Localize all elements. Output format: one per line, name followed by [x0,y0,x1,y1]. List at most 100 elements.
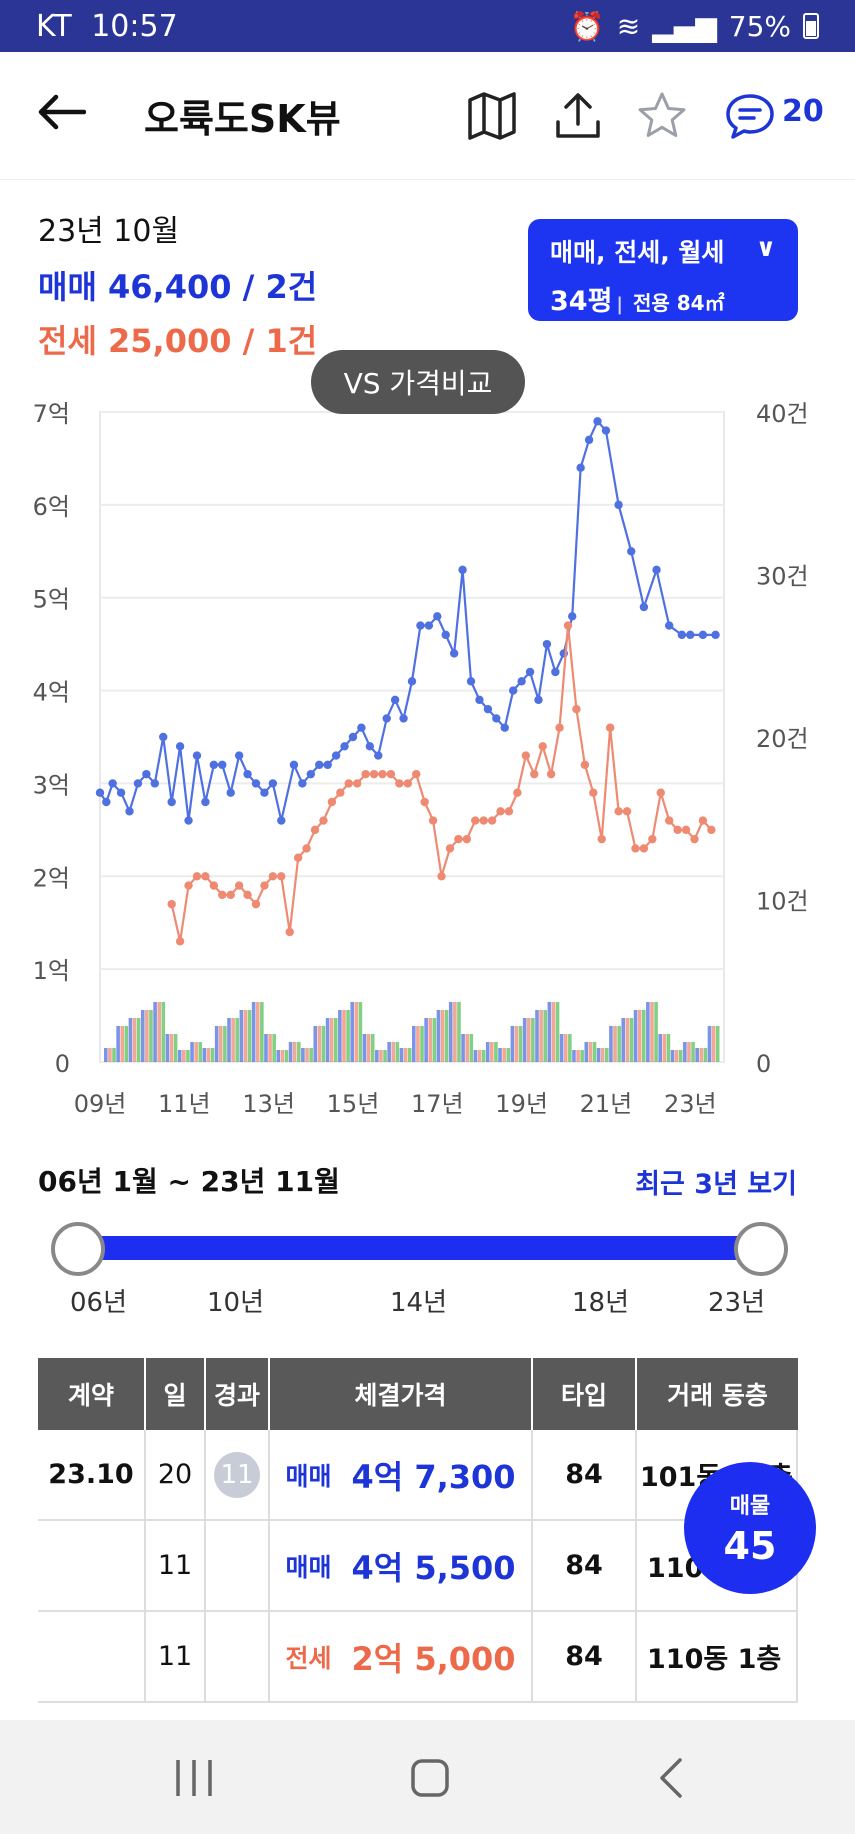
vs-compare-button[interactable]: VS 가격비교 [311,350,525,414]
volume-bar [182,1050,186,1062]
sale-point [584,435,594,445]
volume-bar [440,1010,445,1062]
sale-point [184,816,193,825]
volume-bar [112,1048,116,1062]
volume-bar [350,1002,354,1062]
sale-point [475,695,484,705]
x-tick-label: 23년 [664,1090,717,1118]
volume-bar [551,1002,556,1062]
volume-bar [255,1002,260,1062]
volume-bar [588,1042,593,1062]
sale-point [390,695,400,705]
volume-bar [572,1050,576,1062]
volume-bar [494,1042,498,1062]
elapsed-cell: 11 [206,1430,270,1519]
elapsed-badge: 11 [214,1451,260,1498]
jeonse-point [597,834,606,844]
jeonse-point [412,769,421,779]
volume-bar [120,1026,125,1062]
jeonse-point [555,723,564,732]
volume-bar [473,1050,478,1062]
volume-bar [108,1048,112,1062]
y-right-tick-label: 30건 [756,563,809,591]
volume-bar [354,1002,359,1062]
comment-count[interactable]: 20 [782,94,824,129]
volume-bar [646,1002,650,1062]
map-icon[interactable] [466,90,518,142]
x-tick-label: 19년 [495,1090,548,1118]
volume-bar [416,1026,420,1062]
volume-bar [391,1042,396,1062]
listings-fab-button[interactable]: 매물 45 [684,1462,816,1594]
sale-point [167,797,176,807]
jeonse-point [167,899,176,909]
volume-bar [432,1018,437,1062]
range-tick: 18년 [572,1288,630,1318]
jeonse-point [690,834,699,844]
volume-bar [317,1026,322,1062]
jeonse-point [226,890,235,900]
type-cell: 84 [533,1521,637,1610]
contract-date [38,1521,146,1610]
volume-bar [641,1010,646,1062]
sale-point [116,788,126,797]
volume-bar [477,1050,482,1062]
sale-point [251,779,261,788]
jeonse-point [428,816,438,825]
sale-point [102,797,111,807]
price-chart[interactable]: 0 1억 2억 3억 4억 5억 6억 7억 0 10건 20건 30건 40건 09년 11년 13년 15년… [0,380,855,1130]
range-slider-start-handle[interactable] [51,1222,105,1276]
summary-jeonse: 전세 25,000 / 1건 [38,322,318,360]
star-icon[interactable] [636,90,688,142]
range-slider-end-handle[interactable] [734,1222,788,1276]
volume-bar [194,1042,198,1062]
col-type: 타입 [533,1358,637,1430]
share-icon[interactable] [552,90,604,142]
summary-month: 23년 10월 [38,214,180,249]
deal-kind: 매매 [285,1552,332,1582]
sale-point [664,621,674,630]
volume-bar [301,1048,305,1062]
table-row[interactable]: 11 전세 2억 5,000 84 110동 1층 [38,1612,798,1703]
jeonse-point [175,937,185,946]
volume-bar [260,1002,264,1062]
jeonse-point [268,872,278,881]
sale-point [677,630,687,640]
volume-bar [333,1018,338,1062]
volume-bar [563,1034,568,1062]
volume-bar [247,1010,252,1062]
y-left-tick-label: 7억 [33,400,70,428]
col-price: 체결가격 [270,1358,533,1430]
sale-point [243,769,252,779]
volume-bar [715,1026,720,1062]
home-icon[interactable] [408,1756,452,1800]
recent-3-years-link[interactable]: 최근 3년 보기 [635,1169,797,1200]
y-left-tick-label: 0 [55,1050,70,1078]
jeonse-point [664,816,674,825]
jeonse-point [209,881,219,890]
volume-bar [498,1048,502,1062]
range-tick: 10년 [207,1288,265,1318]
volume-bar [555,1002,560,1062]
recent-apps-icon[interactable] [172,1756,216,1800]
filter-dropdown-button[interactable]: 매매, 전세, 월세 ∨ 34평 | 전용 84㎡ [528,219,798,321]
volume-bar [412,1026,416,1062]
comment-icon[interactable] [724,90,776,142]
back-icon[interactable] [650,1756,694,1800]
volume-bar [633,1010,638,1062]
back-arrow-icon[interactable] [36,92,87,139]
sale-point [348,732,358,742]
status-left: KT 10:57 [36,9,178,44]
deal-price: 4억 7,300 [351,1457,516,1496]
volume-bar [231,1018,235,1062]
volume-bar [264,1034,268,1062]
range-slider-track[interactable] [78,1236,762,1260]
sale-point [234,751,244,760]
volume-bar [190,1042,194,1062]
jeonse-point [471,816,480,825]
volume-bar [218,1026,223,1062]
volume-bar [407,1048,412,1062]
volume-bar [338,1010,342,1062]
volume-bar [506,1048,511,1062]
